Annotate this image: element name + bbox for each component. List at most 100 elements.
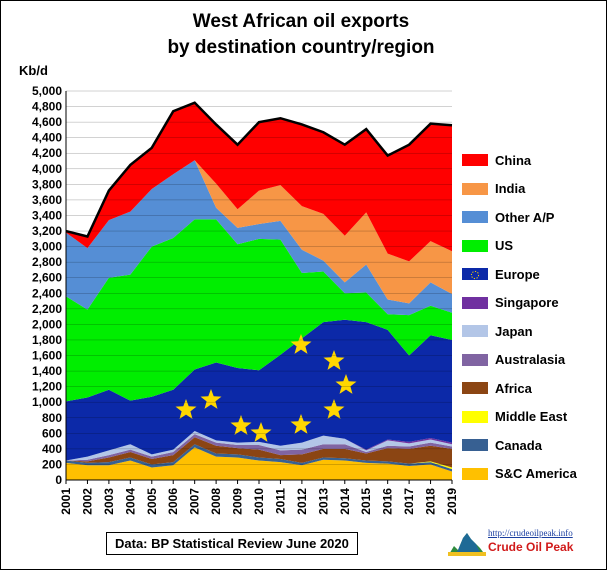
legend-swatch [462, 296, 488, 309]
x-tick-label: 2001 [59, 488, 73, 515]
legend-swatch [462, 211, 488, 223]
europe-flag-star-icon [323, 350, 345, 370]
y-tick-label: 2,000 [32, 317, 62, 331]
x-tick-label: 2007 [188, 488, 202, 515]
legend-swatch [462, 325, 488, 337]
y-tick-label: 1,400 [32, 364, 62, 378]
y-tick-label: 4,000 [32, 162, 62, 176]
y-tick-label: 400 [42, 442, 62, 456]
y-tick-label: 800 [42, 411, 62, 425]
x-tick-label: 2016 [381, 488, 395, 515]
legend-swatch [462, 268, 488, 280]
legend-item-europe: Europe [462, 266, 540, 282]
x-tick-label: 2009 [231, 488, 245, 515]
legend-item-china: China [462, 152, 531, 168]
legend-item-other-a-p: Other A/P [462, 209, 554, 225]
y-tick-label: 1,800 [32, 333, 62, 347]
legend-item-singapore: Singapore [462, 295, 559, 311]
x-tick-label: 2015 [359, 488, 373, 515]
legend-label: Other A/P [495, 209, 555, 225]
x-tick-label: 2010 [252, 488, 266, 515]
x-tick-label: 2006 [166, 488, 180, 515]
logo-url[interactable]: http://crudeoilpeak.info [488, 528, 573, 538]
source-note: Data: BP Statistical Review June 2020 [106, 532, 358, 555]
legend-swatch [462, 467, 488, 480]
area-series-singapore [66, 430, 452, 461]
legend-item-japan: Japan [462, 323, 533, 339]
area-series-africa [66, 437, 452, 468]
europe-flag-star-icon [323, 399, 345, 419]
legend-label: Singapore [495, 295, 559, 310]
y-tick-label: 4,800 [32, 100, 62, 114]
area-series-europe [66, 319, 452, 461]
europe-flag-star-icon [250, 422, 272, 442]
area-series-s-c-america [66, 447, 452, 480]
europe-flag-star-icon [175, 399, 197, 419]
legend-label: Europe [495, 266, 540, 282]
area-series-us [66, 219, 452, 402]
y-tick-label: 2,600 [32, 271, 62, 285]
legend-label: Canada [495, 437, 542, 453]
x-tick-label: 2004 [123, 488, 137, 515]
y-tick-label: 4,600 [32, 115, 62, 129]
logo: http://crudeoilpeak.info Crude Oil Peak [448, 528, 578, 558]
legend-swatch [462, 410, 488, 423]
y-tick-label: 3,600 [32, 193, 62, 207]
y-tick-label: 1,200 [32, 380, 62, 394]
area-series-japan [66, 430, 452, 461]
y-axis-unit-label: Kb/d [19, 63, 48, 78]
legend-label: Middle East [495, 409, 568, 424]
legend-swatch [462, 382, 488, 394]
legend-swatch [462, 239, 488, 252]
y-tick-label: 1,000 [32, 395, 62, 409]
legend-item-canada: Canada [462, 437, 542, 453]
area-series-other-a-p [66, 160, 452, 316]
y-tick-label: 1,600 [32, 349, 62, 363]
y-tick-label: 3,000 [32, 240, 62, 254]
x-tick-label: 2011 [273, 488, 287, 514]
y-tick-label: 200 [42, 457, 62, 471]
x-tick-label: 2018 [424, 488, 438, 515]
x-tick-label: 2014 [338, 488, 352, 515]
legend-item-us: US [462, 238, 513, 254]
y-tick-label: 2,200 [32, 302, 62, 316]
total-exports-line [65, 101, 453, 238]
legend-swatch [462, 439, 488, 451]
x-tick-label: 2013 [316, 488, 330, 515]
chart-title-line-1: West African oil exports [192, 11, 410, 32]
y-tick-label: 0 [55, 473, 62, 487]
chart-title-line-2: by destination country/region [167, 37, 435, 58]
x-tick-label: 2019 [445, 488, 459, 515]
legend-label: India [495, 181, 526, 196]
europe-flag-star-icon [335, 374, 357, 394]
x-tick-label: 2002 [80, 488, 94, 515]
europe-flag-star-icon [200, 389, 222, 409]
y-tick-label: 3,400 [32, 208, 62, 222]
legend-item-india: India [462, 181, 525, 197]
area-series-china [66, 102, 452, 262]
y-tick-label: 4,200 [32, 146, 62, 160]
area-series-australasia [66, 434, 452, 462]
x-tick-label: 2008 [209, 488, 223, 515]
legend-item-s-c-america: S&C America [462, 466, 577, 482]
legend-label: US [495, 238, 514, 253]
x-tick-label: 2005 [145, 488, 159, 515]
legend-label: S&C America [495, 466, 577, 481]
legend-item-middle-east: Middle East [462, 409, 567, 425]
area-series-india [66, 160, 452, 304]
y-tick-label: 4,400 [32, 131, 62, 145]
legend-swatch [462, 182, 488, 195]
europe-flag-star-icon [290, 414, 312, 434]
legend-label: Japan [495, 323, 533, 339]
legend-label: Australasia [495, 352, 566, 367]
europe-flag-star-icon [230, 415, 252, 435]
y-tick-label: 5,000 [32, 84, 62, 98]
area-series-canada [66, 444, 452, 472]
europe-flag-star-icon [290, 334, 312, 354]
y-tick-label: 2,400 [32, 286, 62, 300]
legend-label: Africa [495, 380, 532, 396]
y-tick-label: 3,200 [32, 224, 62, 238]
y-tick-label: 3,800 [32, 177, 62, 191]
